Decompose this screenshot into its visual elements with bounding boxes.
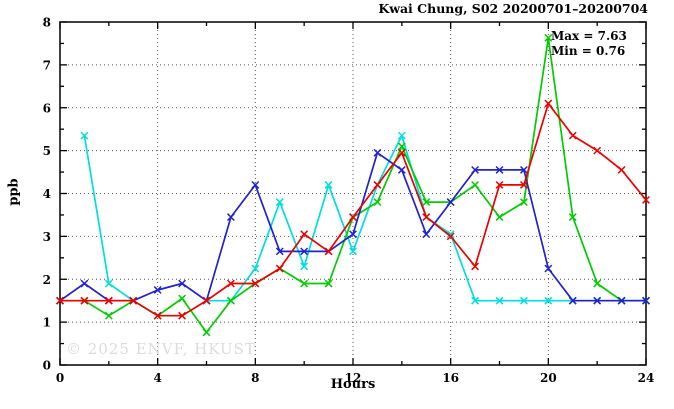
chart-title: Kwai Chung, S02 20200701–20200704 — [378, 1, 648, 16]
svg-text:8: 8 — [251, 371, 259, 385]
red-series — [60, 102, 647, 317]
svg-text:4: 4 — [43, 187, 51, 201]
svg-text:12: 12 — [345, 371, 362, 385]
max-label: Max = 7.63 — [551, 29, 627, 43]
svg-text:0: 0 — [43, 359, 51, 373]
svg-text:7: 7 — [43, 58, 51, 72]
cyan-series-markers — [80, 131, 650, 320]
cyan-series — [83, 134, 646, 317]
min-label: Min = 0.76 — [551, 44, 626, 58]
svg-text:5: 5 — [43, 144, 51, 158]
max-min-annotation: Max = 7.63 Min = 0.76 — [551, 29, 627, 59]
y-axis-label: ppb — [6, 178, 22, 206]
svg-text:8: 8 — [43, 16, 51, 30]
red-series-markers — [56, 99, 650, 320]
watermark: © 2025 ENVF, HKUST — [66, 340, 256, 358]
svg-text:0: 0 — [56, 371, 64, 385]
svg-text:4: 4 — [153, 371, 161, 385]
svg-text:20: 20 — [540, 371, 557, 385]
svg-text:2: 2 — [43, 273, 51, 287]
x-axis-label: Hours — [330, 377, 376, 392]
svg-text:6: 6 — [43, 101, 51, 115]
svg-text:16: 16 — [442, 371, 459, 385]
svg-text:24: 24 — [638, 371, 655, 385]
svg-text:1: 1 — [43, 316, 51, 330]
svg-text:3: 3 — [43, 230, 51, 244]
